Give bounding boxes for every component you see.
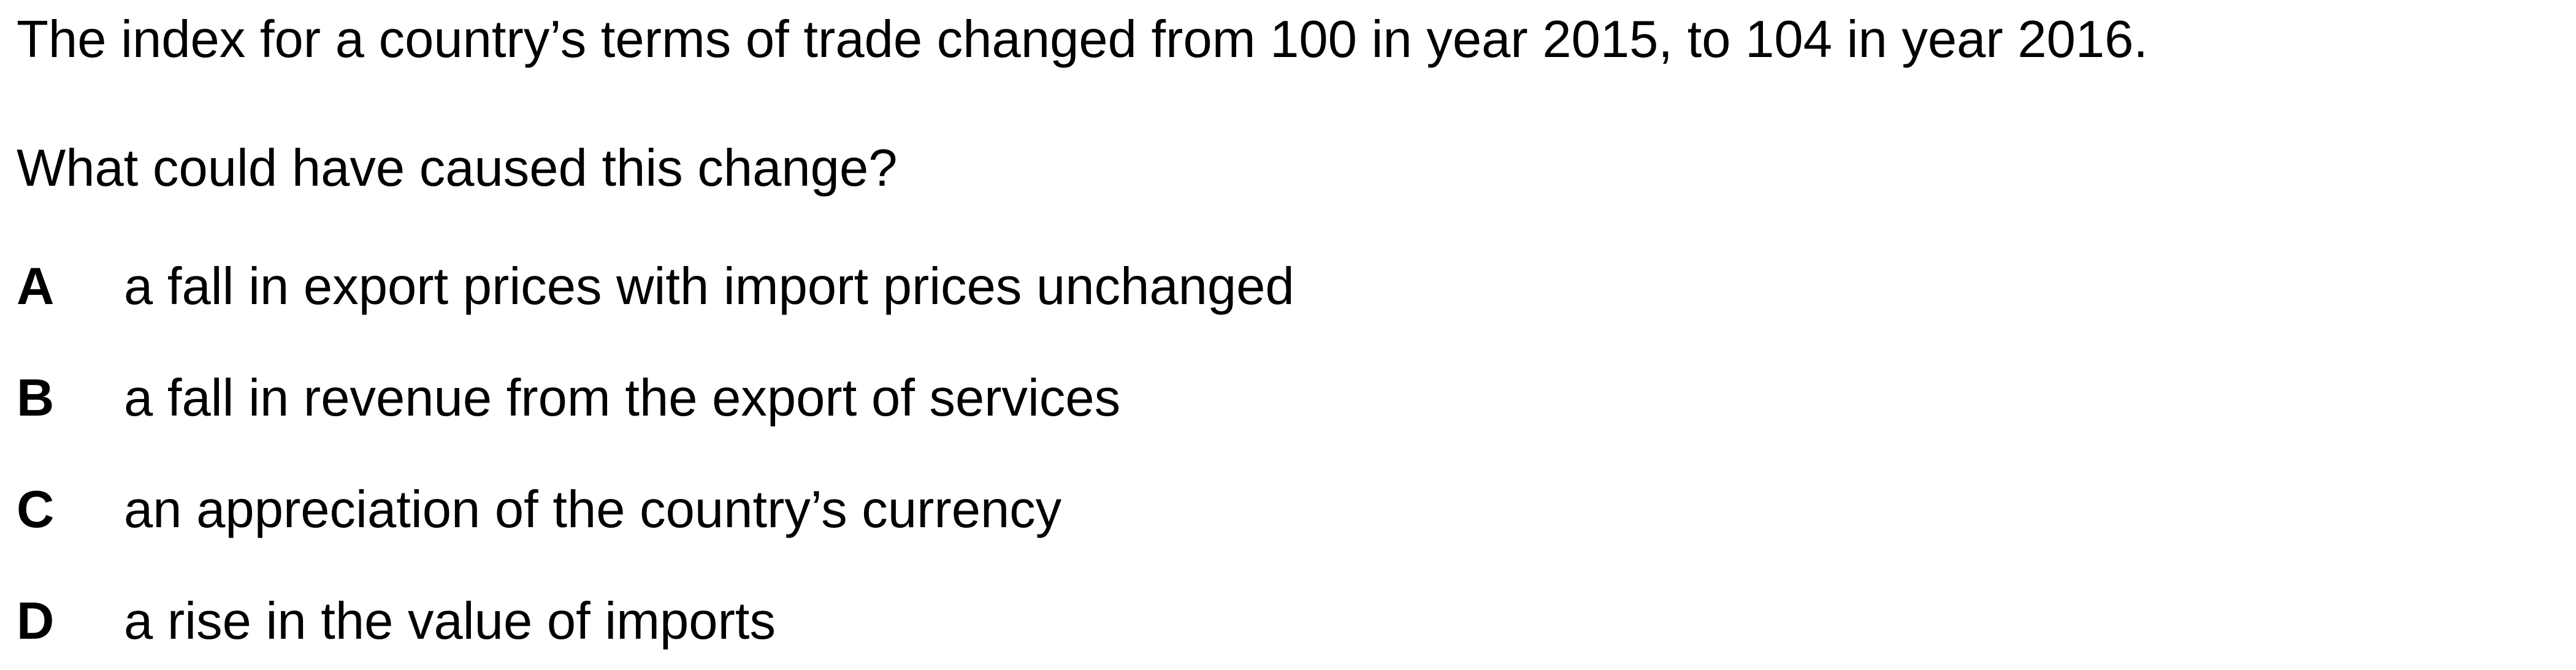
option-letter: B <box>17 369 55 427</box>
option-letter: A <box>17 257 55 316</box>
question-prompt: What could have caused this change? <box>17 139 898 197</box>
question-stem: The index for a country’s terms of trade… <box>17 10 2149 69</box>
option-letter: C <box>17 481 55 539</box>
option-text: a fall in revenue from the export of ser… <box>124 369 1121 427</box>
option-text: an appreciation of the country’s currenc… <box>124 481 1062 539</box>
option-text: a rise in the value of imports <box>124 592 776 650</box>
option-text: a fall in export prices with import pric… <box>124 257 1294 316</box>
option-letter: D <box>17 592 55 650</box>
